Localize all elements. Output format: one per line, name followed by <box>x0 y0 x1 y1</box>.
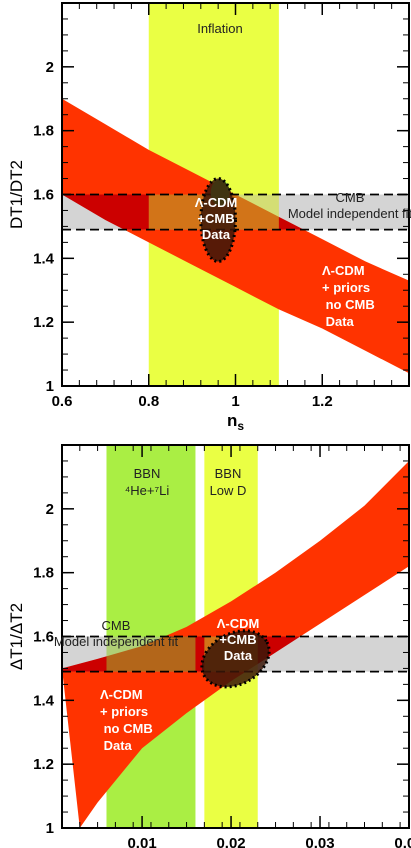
lcdm-priors-label-line: + priors <box>100 704 148 719</box>
x-axis-label: ns <box>227 411 244 433</box>
lcdm-priors-label-line: Data <box>322 314 355 329</box>
y-tick-label: 1.2 <box>33 756 54 773</box>
ellipse-contour <box>199 177 237 264</box>
top-panel: 0.6 0.8 1 1.2 1 1.2 1.4 1.6 1.8 2 ns DT1/DT2 Inflati… <box>7 2 411 433</box>
lcdm-cmb-label-line: +CMB <box>219 632 256 647</box>
bottom-panel: 0.010.020.030.0411.21.41.61.82ωbΔT1/ΔT2B… <box>7 444 411 848</box>
lcdm-priors-label-line: Λ-CDM <box>100 687 143 702</box>
x-axis-label-sub: s <box>237 419 244 433</box>
cmb-label-line: Model independent fit <box>54 634 179 649</box>
cmb-label-line: CMB <box>102 618 131 633</box>
y-tick-label: 2 <box>46 59 54 76</box>
y-tick-label: 1 <box>46 378 54 395</box>
lcdm-priors-label-line: Λ-CDM <box>322 263 365 278</box>
x-tick-label: 0.6 <box>52 393 73 410</box>
y-tick-label: 1.4 <box>33 692 55 709</box>
cmb-label-line: CMB <box>336 190 365 205</box>
x-tick-label: 0.04 <box>394 835 411 848</box>
cmb-label: CMB Model independent fit <box>54 618 179 649</box>
x-tick-label: 0.03 <box>305 835 334 848</box>
y-tick-label: 1.6 <box>33 187 54 204</box>
lcdm-cmb-label: Λ-CDM +CMB Data <box>217 616 260 663</box>
lcdm-priors-label-line: no CMB <box>100 721 153 736</box>
bbn-low-d-label: BBN Low D <box>210 466 247 498</box>
ellipse-contour <box>200 629 271 689</box>
bbn-low-d-label-line: Low D <box>210 483 247 498</box>
y-tick-label: 1.8 <box>33 123 54 140</box>
bbn-he-li-label: BBN ⁴He+⁷Li <box>125 466 170 498</box>
lcdm-priors-label-line: Data <box>100 738 133 753</box>
y-tick-label: 1.4 <box>33 250 55 267</box>
y-tick-label: 1 <box>46 820 54 837</box>
lcdm-cmb-label-line: Data <box>202 227 231 242</box>
ticks: 0.6 0.8 1 1.2 1 1.2 1.4 1.6 1.8 2 <box>33 2 409 410</box>
lcdm-priors-label: Λ-CDM + priors no CMB Data <box>322 263 375 329</box>
lcdm-priors-label: Λ-CDM + priors no CMB Data <box>100 687 153 753</box>
bbn-low-d-label-line: BBN <box>215 466 242 481</box>
lcdm-cmb-label-line: Λ-CDM <box>195 195 238 210</box>
y-tick-label: 2 <box>46 501 54 518</box>
x-axis-label-main: n <box>227 411 237 430</box>
lcdm-priors-label-line: + priors <box>322 280 370 295</box>
x-tick-label: 1 <box>231 393 239 410</box>
y-tick-label: 1.6 <box>33 629 54 646</box>
y-axis-label: ΔT1/ΔT2 <box>7 603 26 670</box>
plot-area <box>62 3 409 386</box>
ticks: 0.01 0.02 0.03 0.04 1 1.2 1.4 1.6 1.8 2 <box>33 444 411 848</box>
lcdm-priors-label-line: no CMB <box>322 297 375 312</box>
cmb-label-line: Model independent fit <box>288 206 411 221</box>
lcdm-cmb-label-line: +CMB <box>197 211 234 226</box>
lcdm-cmb-label: Λ-CDM +CMB Data <box>195 195 238 242</box>
bbn-he-li-label-line: BBN <box>134 466 161 481</box>
lcdm-cmb-label-line: Data <box>224 648 253 663</box>
inflation-label-line: Inflation <box>197 21 243 36</box>
x-tick-label: 1.2 <box>312 393 333 410</box>
lcdm-cmb-label-line: Λ-CDM <box>217 616 260 631</box>
bbn-he-li-label-line: ⁴He+⁷Li <box>125 483 170 498</box>
y-tick-label: 1.8 <box>33 565 54 582</box>
plot-area <box>62 445 409 828</box>
y-tick-label: 1.2 <box>33 314 54 331</box>
inflation-label: Inflation <box>197 21 243 36</box>
vertical-band-overlap-0 <box>106 636 196 672</box>
cmb-label: CMB Model independent fit <box>288 190 411 221</box>
x-tick-label: 0.02 <box>216 835 245 848</box>
y-axis-label: DT1/DT2 <box>7 160 26 229</box>
x-tick-label: 0.8 <box>138 393 159 410</box>
x-tick-label: 0.01 <box>127 835 156 848</box>
